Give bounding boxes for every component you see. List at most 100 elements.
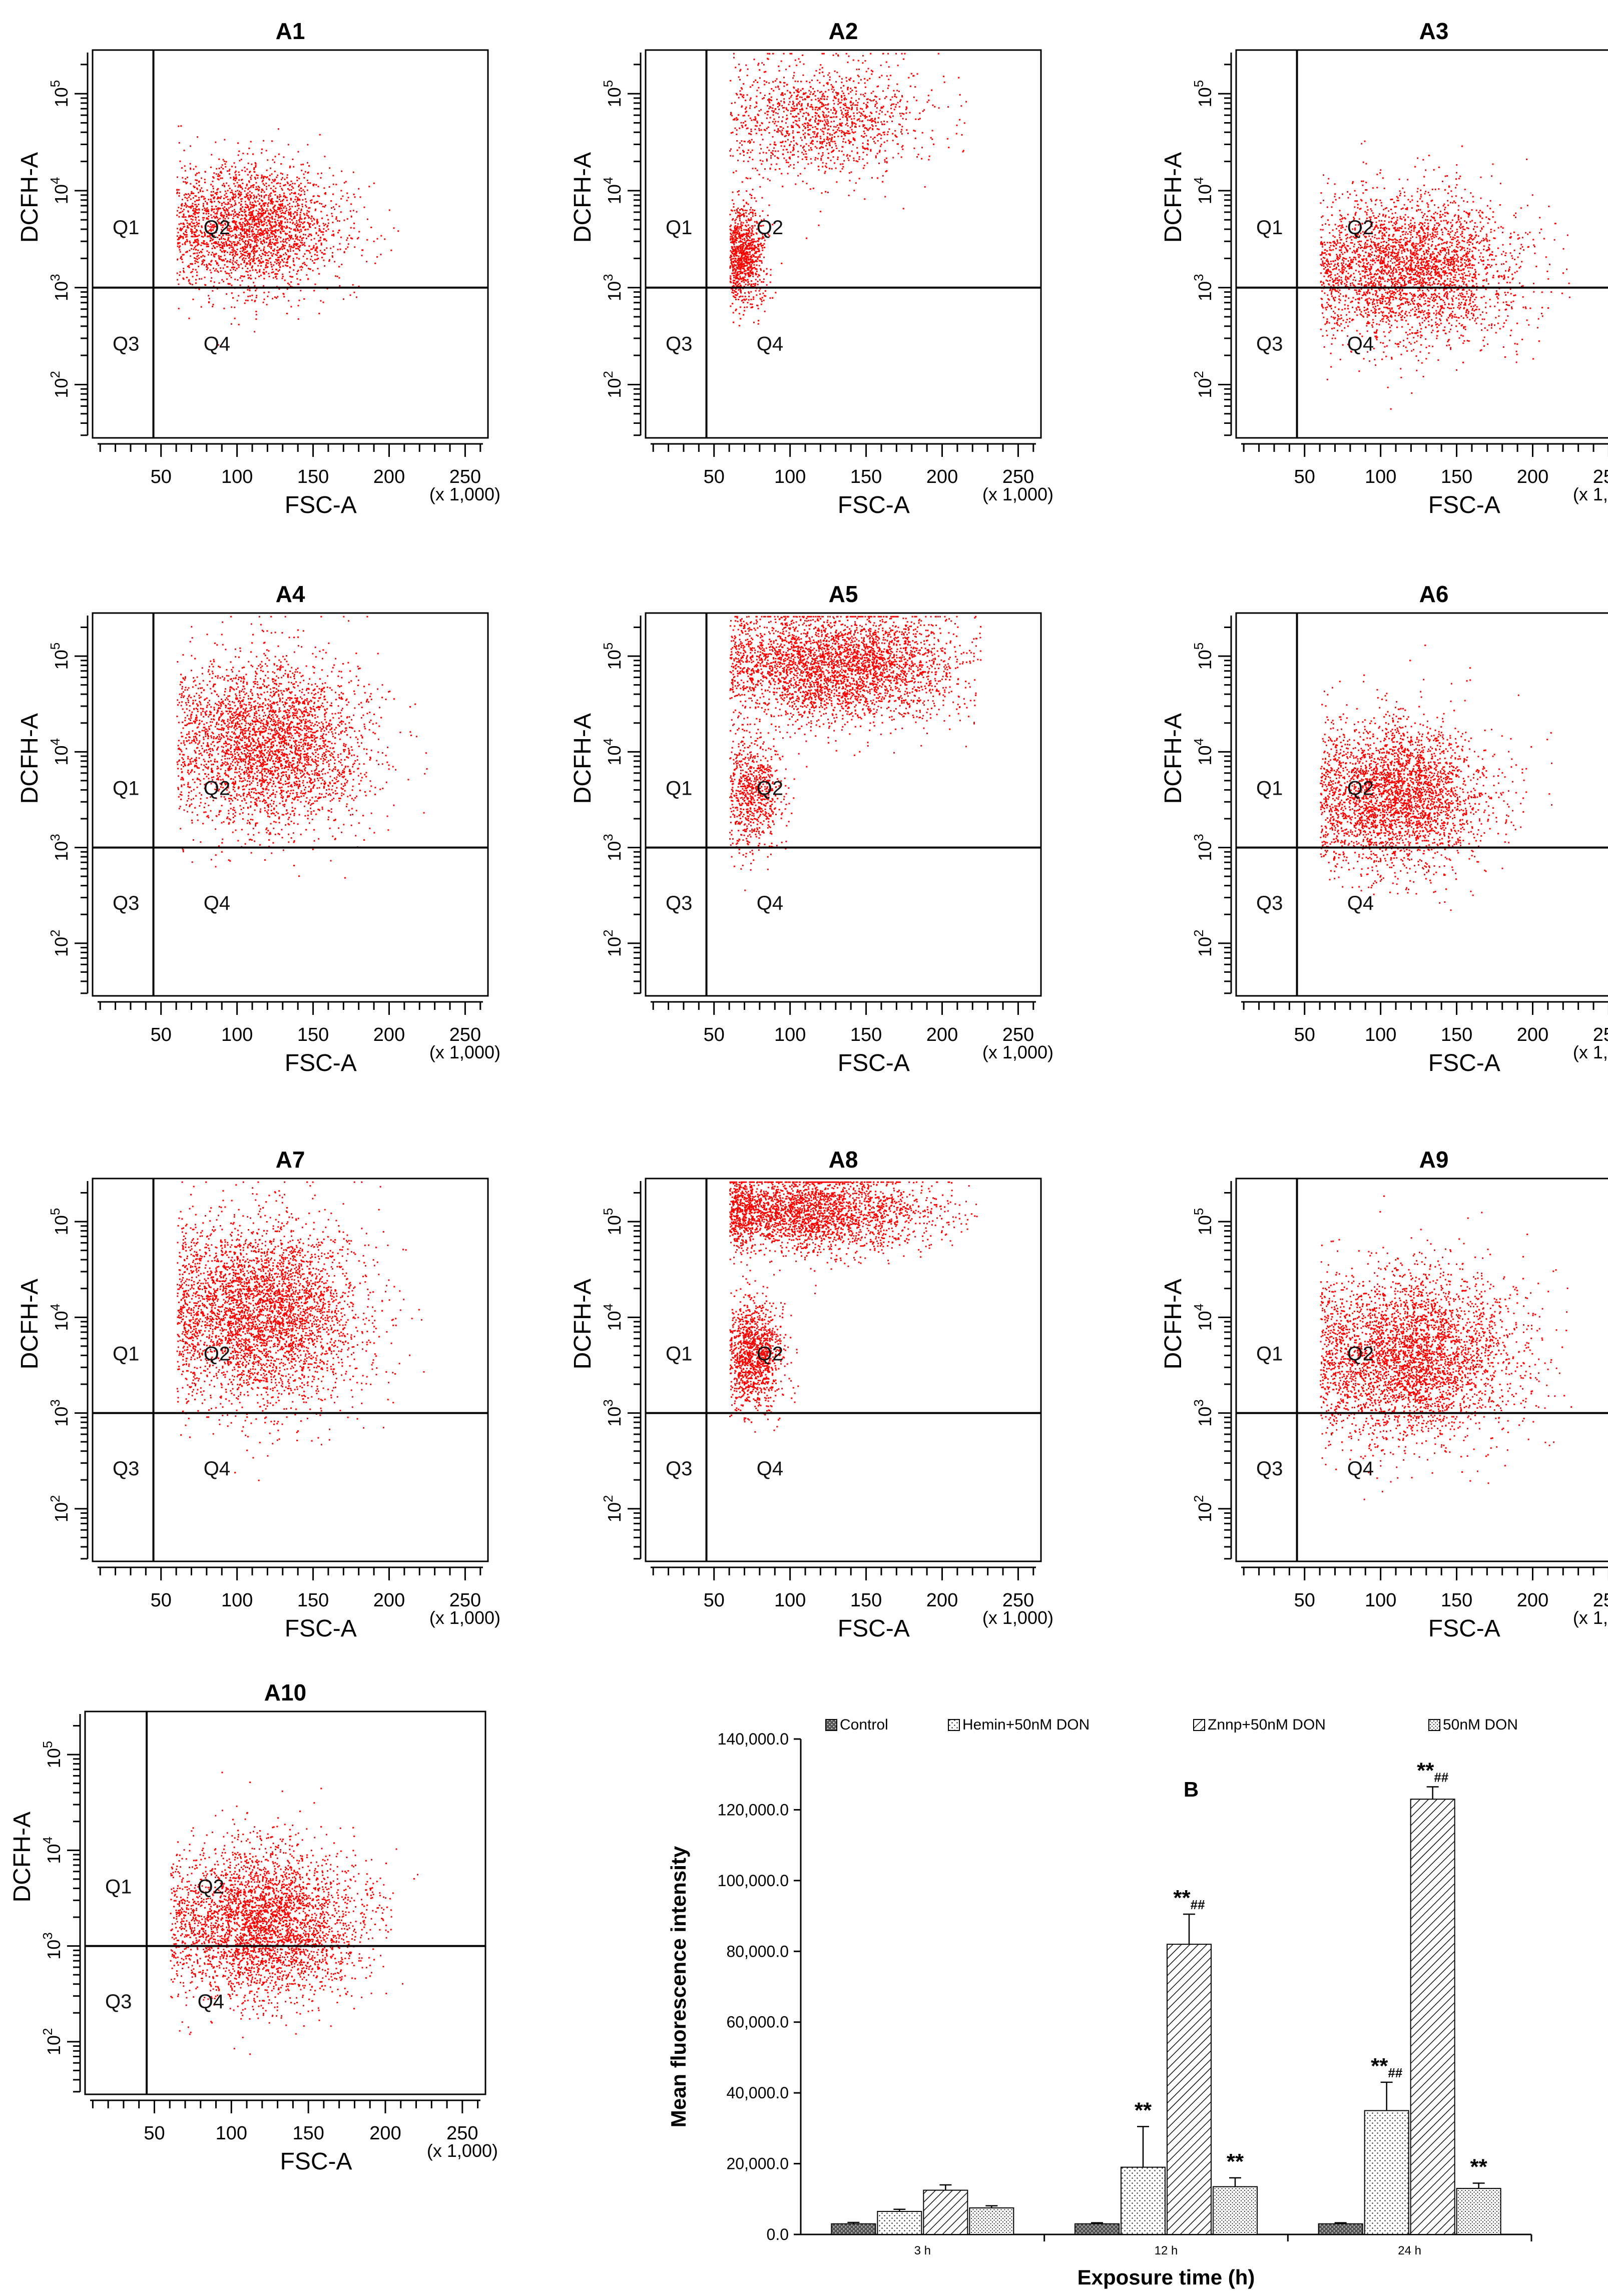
x-scale-note: (x 1,000) (982, 1042, 1053, 1062)
x-tick-label: 100 (221, 466, 253, 487)
x-tick-label: 24 h (1398, 2244, 1421, 2257)
significance-label: **## (1417, 1758, 1449, 1785)
y-tick-exponent: 3 (48, 834, 63, 841)
quadrant-label-q2: Q2 (204, 1343, 230, 1365)
y-axis-title: DCFH-A (17, 1279, 43, 1369)
y-tick-label: 103 (601, 1399, 625, 1427)
x-tick-label: 150 (850, 466, 882, 487)
significance-label: **## (1371, 2054, 1403, 2080)
x-axis-title: FSC-A (1428, 1050, 1500, 1076)
x-axis-title: FSC-A (285, 1050, 357, 1076)
y-tick-exponent: 3 (48, 274, 63, 281)
y-tick-label: 140,000.0 (718, 1730, 789, 1748)
bar (969, 2207, 1014, 2235)
y-tick-label: 102 (48, 930, 72, 957)
y-tick-marks (67, 1725, 80, 2093)
quadrant-label-q2: Q2 (204, 217, 230, 239)
significance-hashes: ## (1434, 1770, 1448, 1785)
bar (831, 2223, 876, 2235)
y-tick-base: 10 (51, 1407, 72, 1427)
y-tick-base: 10 (1195, 1311, 1215, 1331)
y-tick-base: 10 (604, 1215, 625, 1235)
y-tick-exponent: 3 (48, 1399, 63, 1406)
legend-label: Hemin+50nM DON (962, 1716, 1090, 1733)
quadrant-label-q1: Q1 (666, 1343, 692, 1365)
panel-title: A2 (829, 18, 858, 44)
significance-stars: ** (1470, 2154, 1488, 2179)
x-scale-note: (x 1,000) (429, 484, 500, 504)
scatter-dots (176, 616, 428, 879)
y-tick-base: 10 (51, 378, 72, 398)
x-tick-label: 50 (151, 1024, 172, 1045)
y-tick-label: 102 (1191, 930, 1215, 957)
quadrant-label-q2: Q2 (757, 777, 783, 799)
scatter-dots (170, 1772, 418, 2055)
y-tick-label: 102 (48, 1495, 72, 1523)
y-tick-exponent: 4 (601, 1304, 616, 1311)
x-tick-label: 100 (221, 1024, 253, 1045)
x-scale-note: (x 1,000) (429, 1042, 500, 1062)
x-tick-label: 250 (1593, 466, 1608, 487)
y-tick-label: 104 (48, 177, 72, 205)
y-tick-exponent: 2 (1191, 930, 1206, 937)
y-tick-label: 105 (40, 1741, 64, 1769)
x-tick-label: 200 (1517, 1024, 1548, 1045)
y-tick-label: 80,000.0 (726, 1942, 789, 1960)
y-tick-base: 10 (1195, 378, 1215, 398)
x-tick-label: 150 (1441, 466, 1472, 487)
legend-swatch (1193, 1719, 1205, 1731)
x-tick-label: 200 (926, 1590, 958, 1611)
scatter-points (1320, 140, 1570, 410)
panel-title: A9 (1419, 1146, 1449, 1173)
plot-frame (1235, 612, 1608, 997)
scatter-points (729, 1181, 978, 1433)
x-tick-marks (99, 1567, 481, 1580)
y-tick-base: 10 (44, 2035, 64, 2055)
flow-panel-a3: A3 Q1 Q2 Q3 Q4 50 100 150 200 250 FSC-A (x 1,000) 10… (1160, 18, 1608, 518)
legend-label: Znnp+50nM DON (1208, 1716, 1326, 1733)
significance-stars: ** (1371, 2054, 1388, 2078)
y-tick-exponent: 3 (601, 834, 616, 841)
scatter-points (176, 1181, 425, 1481)
panel-title: A1 (276, 18, 305, 44)
scatter-points (170, 1772, 418, 2055)
y-tick-base: 10 (604, 841, 625, 861)
x-scale-note: (x 1,000) (1573, 484, 1608, 504)
quadrant-label-q3: Q3 (1256, 892, 1283, 914)
quadrant-label-q1: Q1 (113, 777, 139, 799)
y-tick-exponent: 5 (601, 643, 616, 650)
x-tick-label: 250 (1002, 466, 1034, 487)
y-tick-base: 10 (51, 1311, 72, 1331)
y-tick-exponent: 3 (601, 1399, 616, 1406)
quadrant-label-q2: Q2 (1347, 777, 1374, 799)
quadrant-label-q4: Q4 (204, 1458, 230, 1480)
scatter-dots (729, 53, 967, 327)
x-tick-label: 250 (449, 1024, 481, 1045)
y-tick-label: 105 (48, 643, 72, 670)
y-tick-base: 10 (1195, 746, 1215, 766)
y-tick-exponent: 5 (601, 80, 616, 87)
y-axis-title: DCFH-A (1160, 152, 1187, 243)
bar (1075, 2223, 1120, 2235)
quadrant-label-q1: Q1 (1256, 217, 1283, 239)
y-tick-marks (75, 64, 88, 436)
quadrant-label-q2: Q2 (198, 1876, 224, 1898)
x-tick-marks (652, 444, 1034, 457)
y-tick-label: 100,000.0 (718, 1872, 789, 1890)
y-tick-base: 10 (1195, 1407, 1215, 1427)
significance-hashes: ## (1388, 2065, 1402, 2080)
x-scale-note: (x 1,000) (429, 1607, 500, 1628)
x-tick-label: 200 (1517, 1590, 1548, 1611)
x-scale-note: (x 1,000) (982, 484, 1053, 504)
panel-title: A10 (264, 1679, 306, 1705)
y-tick-label: 105 (601, 80, 625, 108)
y-tick-exponent: 2 (40, 2028, 55, 2035)
x-tick-label: 150 (850, 1024, 882, 1045)
x-tick-marks (1243, 444, 1608, 457)
y-tick-label: 20,000.0 (726, 2155, 789, 2173)
y-tick-marks (628, 64, 641, 436)
x-tick-label: 150 (292, 2123, 324, 2144)
y-tick-exponent: 5 (40, 1741, 55, 1748)
y-tick-label: 103 (1191, 274, 1215, 301)
